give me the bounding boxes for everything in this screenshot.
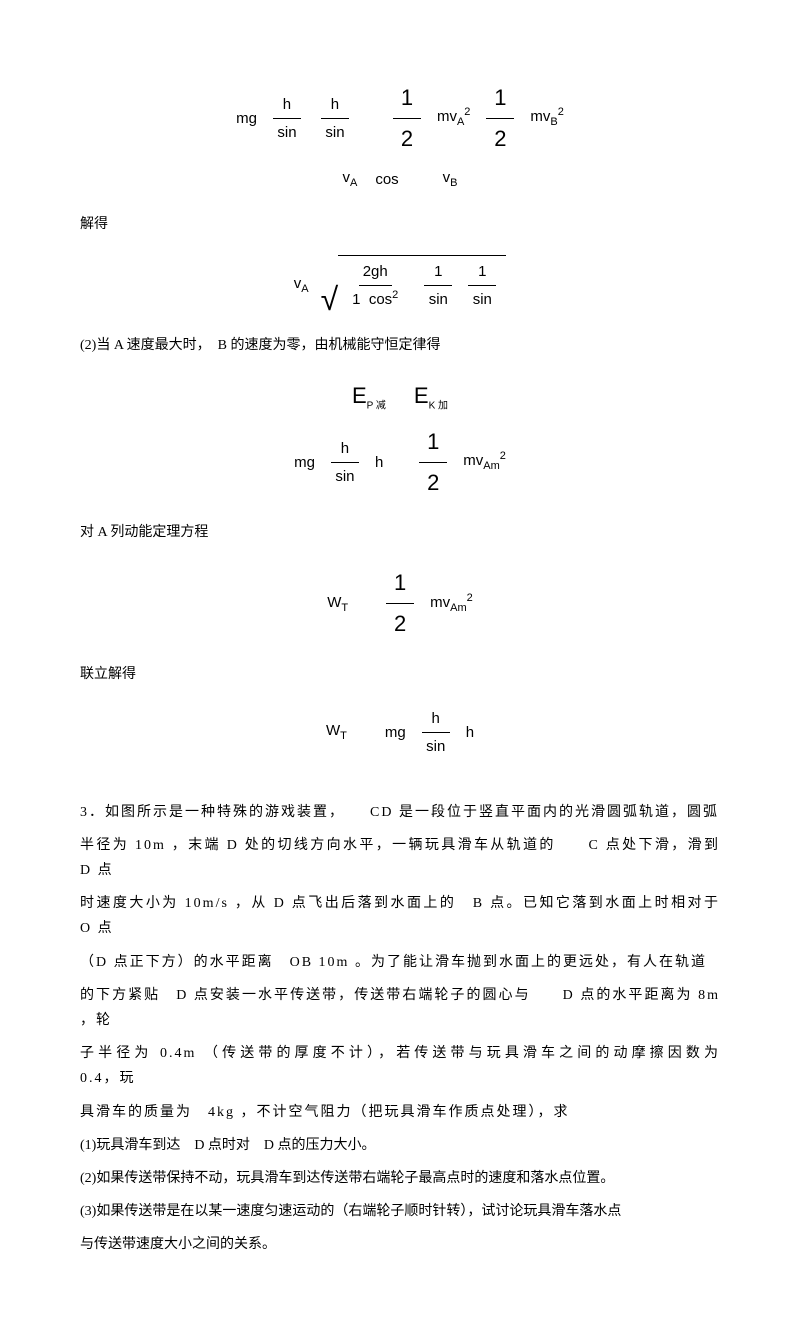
equation-1: mg hsin hsin 12 mvA2 12 mvB2 vA cos vB [80, 78, 720, 194]
label-ke-theorem: 对 A 列动能定理方程 [80, 520, 720, 545]
problem-3-line-7: 具滑车的质量为 4kg ，不计空气阻力（把玩具滑车作质点处理），求 [80, 1100, 720, 1125]
equation-2: vA √ 2gh 1 cos2 1sin 1sin [80, 255, 720, 315]
problem-3-line-4: （D 点正下方）的水平距离 OB 10m 。为了能让滑车抛到水面上的更远处，有人… [80, 950, 720, 975]
question-3b: 与传送带速度大小之间的关系。 [80, 1232, 720, 1257]
problem-3-line-1: 3．如图所示是一种特殊的游戏装置， CD 是一段位于竖直平面内的光滑圆弧轨道，圆… [80, 800, 720, 825]
problem-3-line-3: 时速度大小为 10m/s ，从 D 点飞出后落到水面上的 B 点。已知它落到水面… [80, 891, 720, 941]
problem-3-line-2: 半径为 10m ，末端 D 处的切线方向水平，一辆玩具滑车从轨道的 C 点处下滑… [80, 833, 720, 883]
question-2: (2)如果传送带保持不动，玩具滑车到达传送带右端轮子最高点时的速度和落水点位置。 [80, 1166, 720, 1191]
equation-5: WT mg hsin h [80, 705, 720, 760]
problem-3-line-6: 子半径为 0.4m （传送带的厚度不计），若传送带与玩具滑车之间的动摩擦因数为 … [80, 1041, 720, 1091]
equation-3: EP 减 EK 加 mg hsin h 12 mvAm2 [80, 376, 720, 502]
question-3: (3)如果传送带是在以某一速度匀速运动的（右端轮子顺时针转），试讨论玩具滑车落水… [80, 1199, 720, 1224]
sqrt-icon: √ [321, 283, 339, 315]
question-1: (1)玩具滑车到达 D 点时对 D 点的压力大小。 [80, 1133, 720, 1158]
problem-3-line-5: 的下方紧贴 D 点安装一水平传送带，传送带右端轮子的圆心与 D 点的水平距离为 … [80, 983, 720, 1033]
eq1-mg: mg [236, 105, 257, 132]
para-2: (2)当 A 速度最大时， B 的速度为零，由机械能守恒定律得 [80, 333, 720, 358]
equation-4: WT 12 mvAm2 [80, 563, 720, 643]
label-combine-solve: 联立解得 [80, 662, 720, 687]
label-solve-1: 解得 [80, 212, 720, 237]
